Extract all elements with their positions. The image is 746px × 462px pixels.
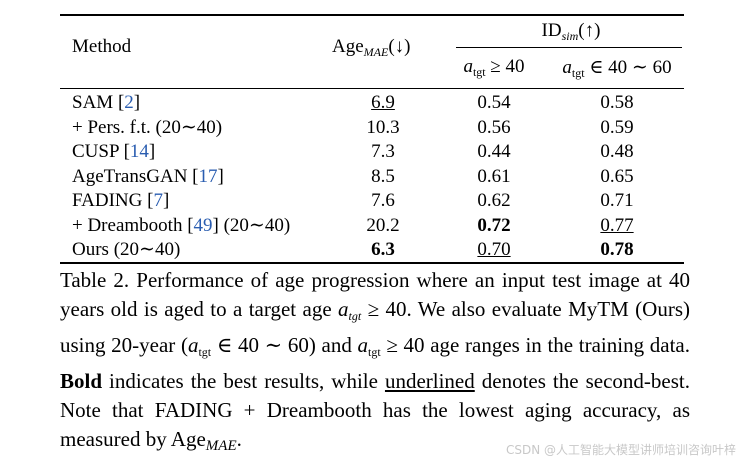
cell-age-mae: 7.3 [371, 141, 395, 162]
top-rule [60, 14, 684, 16]
cell-age-mae: 7.6 [371, 190, 395, 211]
bottom-rule [60, 262, 684, 264]
cell-method: SAM [2] [72, 92, 141, 113]
cell-method: + Pers. f.t. (20∼40) [72, 116, 223, 138]
citation-link[interactable]: 49 [193, 214, 213, 236]
table-row: + Pers. f.t. (20∼40) 10.3 0.56 0.59 [60, 116, 684, 140]
table-row: SAM [2] 6.9 0.54 0.58 [60, 91, 684, 115]
citation-link[interactable]: 7 [153, 190, 163, 211]
cell-id-ge40: 0.44 [477, 141, 511, 162]
header-idsim: IDsim(↑) [541, 20, 601, 43]
cell-id-ge40: 0.70 [477, 239, 511, 260]
cell-method: CUSP [14] [72, 141, 156, 162]
table-row: + Dreambooth [49] (20∼40) 20.2 0.72 0.77 [60, 214, 684, 238]
cell-id-40-60: 0.77 [600, 214, 634, 236]
cell-id-40-60: 0.58 [600, 92, 634, 113]
cell-age-mae: 10.3 [366, 116, 400, 138]
cell-method: AgeTransGAN [17] [72, 165, 224, 187]
cmidrule [456, 47, 682, 48]
citation-link[interactable]: 2 [124, 92, 134, 113]
watermark: CSDN @人工智能大模型讲师培训咨询叶梓 [505, 443, 736, 457]
table-row: FADING [7] 7.6 0.62 0.71 [60, 189, 684, 213]
cell-age-mae: 6.3 [371, 239, 395, 260]
cell-id-40-60: 0.59 [600, 116, 634, 138]
cell-id-ge40: 0.62 [477, 190, 511, 211]
header-id-40-60: atgt ∈ 40 ∼ 60 [562, 57, 672, 80]
header-age: AgeMAE(↓) [332, 36, 411, 59]
table-row: AgeTransGAN [17] 8.5 0.61 0.65 [60, 165, 684, 189]
header-id-ge40: atgt ≥ 40 [463, 56, 525, 79]
table-row: Ours (20∼40) 6.3 0.70 0.78 [60, 238, 684, 262]
mid-rule [60, 88, 684, 89]
cell-id-40-60: 0.71 [600, 190, 634, 211]
cell-id-40-60: 0.65 [600, 165, 634, 187]
citation-link[interactable]: 14 [129, 141, 149, 162]
cell-age-mae: 20.2 [366, 214, 400, 236]
cell-id-ge40: 0.56 [477, 116, 511, 138]
cell-id-ge40: 0.61 [477, 165, 511, 187]
citation-link[interactable]: 17 [198, 165, 218, 187]
header-method: Method [72, 36, 132, 57]
cell-age-mae: 8.5 [371, 165, 395, 187]
cell-method: + Dreambooth [49] (20∼40) [72, 214, 291, 236]
cell-id-40-60: 0.78 [600, 239, 634, 260]
cell-id-ge40: 0.54 [477, 92, 511, 113]
cell-id-40-60: 0.48 [600, 141, 634, 162]
table-caption: Table 2. Performance of age progression … [60, 268, 690, 454]
cell-method: FADING [7] [72, 190, 170, 211]
cell-age-mae: 6.9 [371, 92, 395, 113]
cell-id-ge40: 0.72 [477, 214, 511, 236]
table-row: CUSP [14] 7.3 0.44 0.48 [60, 140, 684, 164]
cell-method: Ours (20∼40) [72, 239, 181, 260]
